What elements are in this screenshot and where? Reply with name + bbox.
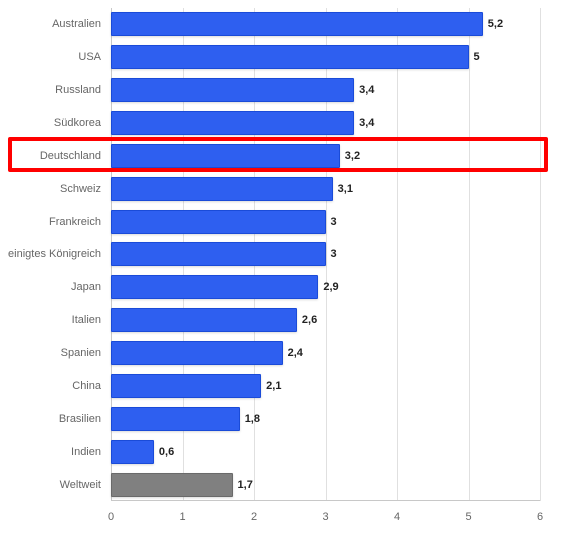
value-label: 2,6 <box>302 314 317 326</box>
x-tick-label: 3 <box>322 511 328 523</box>
bar: 2,4 <box>111 341 283 365</box>
chart-row: Australien 5,2 <box>0 8 562 41</box>
category-label: Schweiz <box>4 183 107 195</box>
value-label: 2,4 <box>288 347 303 359</box>
value-label: 5,2 <box>488 18 503 30</box>
value-label: 3,1 <box>338 183 353 195</box>
bar: 1,7 <box>111 473 233 497</box>
category-label: Japan <box>4 281 107 293</box>
chart-row: Frankreich 3 <box>0 205 562 238</box>
category-label: Italien <box>4 314 107 326</box>
category-label: Australien <box>4 18 107 30</box>
bar-wrap: 1,7 <box>111 468 540 501</box>
value-label: 3,4 <box>359 84 374 96</box>
bar: 2,9 <box>111 275 318 299</box>
bar-wrap: 1,8 <box>111 402 540 435</box>
chart-row: Indien 0,6 <box>0 435 562 468</box>
chart-container: Australien 5,2 USA 5 Russland 3,4 Südkorea 3,4 D… <box>0 0 562 541</box>
bar-wrap: 2,9 <box>111 271 540 304</box>
bar: 2,6 <box>111 308 297 332</box>
chart-row: Brasilien 1,8 <box>0 402 562 435</box>
bar: 3,2 <box>111 144 340 168</box>
bar-wrap: 2,1 <box>111 370 540 403</box>
x-tick-label: 5 <box>465 511 471 523</box>
bar: 1,8 <box>111 407 240 431</box>
value-label: 3,4 <box>359 117 374 129</box>
bar: 3,1 <box>111 177 333 201</box>
x-tick-label: 1 <box>179 511 185 523</box>
x-tick-label: 6 <box>537 511 543 523</box>
bar-wrap: 0,6 <box>111 435 540 468</box>
bar-wrap: 3,4 <box>111 74 540 107</box>
bar: 2,1 <box>111 374 261 398</box>
category-label: Indien <box>4 446 107 458</box>
bar-wrap: 3,4 <box>111 107 540 140</box>
chart-row: Spanien 2,4 <box>0 337 562 370</box>
value-label: 3,2 <box>345 150 360 162</box>
x-tick-label: 0 <box>108 511 114 523</box>
x-tick-label: 2 <box>251 511 257 523</box>
bar: 0,6 <box>111 440 154 464</box>
value-label: 1,7 <box>238 479 253 491</box>
category-label: Spanien <box>4 347 107 359</box>
bar: 3,4 <box>111 111 354 135</box>
value-label: 5 <box>474 51 480 63</box>
chart-row: China 2,1 <box>0 370 562 403</box>
chart-row: Russland 3,4 <box>0 74 562 107</box>
value-label: 2,1 <box>266 380 281 392</box>
chart-row: Schweiz 3,1 <box>0 172 562 205</box>
category-label: Frankreich <box>4 216 107 228</box>
bar: 3 <box>111 242 326 266</box>
category-label: Südkorea <box>4 117 107 129</box>
chart-row: Deutschland 3,2 <box>0 139 562 172</box>
bar: 3,4 <box>111 78 354 102</box>
bar: 3 <box>111 210 326 234</box>
category-label: China <box>4 380 107 392</box>
category-label: Russland <box>4 84 107 96</box>
bar: 5,2 <box>111 12 483 36</box>
x-tick-label: 4 <box>394 511 400 523</box>
chart-row: Japan 2,9 <box>0 271 562 304</box>
bar-wrap: 3 <box>111 238 540 271</box>
bar: 5 <box>111 45 469 69</box>
chart-row: USA 5 <box>0 41 562 74</box>
bar-wrap: 3 <box>111 205 540 238</box>
value-label: 3 <box>331 216 337 228</box>
bar-wrap: 5,2 <box>111 8 540 41</box>
bar-wrap: 3,2 <box>111 139 540 172</box>
bar-wrap: 5 <box>111 41 540 74</box>
chart-row: Südkorea 3,4 <box>0 107 562 140</box>
value-label: 1,8 <box>245 413 260 425</box>
bar-wrap: 2,6 <box>111 304 540 337</box>
category-label: Brasilien <box>4 413 107 425</box>
category-label: Weltweit <box>4 479 107 491</box>
category-label: Deutschland <box>4 150 107 162</box>
bar-wrap: 3,1 <box>111 172 540 205</box>
chart-row: Italien 2,6 <box>0 304 562 337</box>
bar-wrap: 2,4 <box>111 337 540 370</box>
category-label: USA <box>4 51 107 63</box>
value-label: 0,6 <box>159 446 174 458</box>
chart-row: einigtes Königreich 3 <box>0 238 562 271</box>
chart-row: Weltweit 1,7 <box>0 468 562 501</box>
value-label: 2,9 <box>323 281 338 293</box>
value-label: 3 <box>331 248 337 260</box>
category-label: einigtes Königreich <box>4 248 107 260</box>
